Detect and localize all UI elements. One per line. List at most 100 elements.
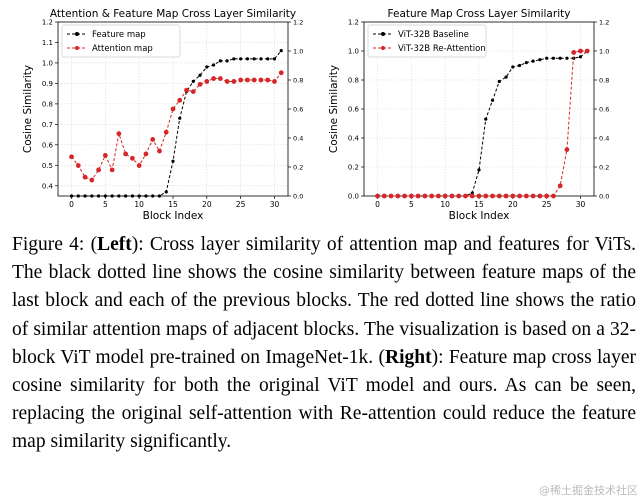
y-tick-label: 0.8	[42, 100, 53, 108]
series-line-1	[71, 50, 282, 197]
data-point	[163, 129, 169, 135]
data-point	[96, 167, 101, 173]
caption-label: Figure 4: (	[12, 234, 98, 255]
data-point	[496, 193, 502, 199]
x-tick-label: 25	[542, 200, 552, 209]
legend-label: Attention map	[92, 44, 153, 54]
legend-label: ViT-32B Baseline	[398, 30, 469, 40]
data-point	[557, 183, 563, 189]
data-point	[204, 79, 210, 84]
data-point	[265, 77, 271, 83]
data-point	[224, 79, 230, 84]
data-point	[102, 153, 108, 158]
y-axis-label: Cosine Similarity	[328, 65, 340, 153]
data-point	[469, 193, 475, 199]
x-tick-label: 5	[409, 200, 414, 209]
y-tick-label: 0.4	[42, 182, 54, 190]
data-point	[76, 194, 80, 198]
data-point	[571, 50, 577, 55]
data-point	[504, 75, 508, 79]
data-point	[584, 48, 590, 54]
data-point	[211, 76, 216, 81]
data-point	[272, 57, 277, 61]
data-point	[198, 73, 202, 77]
data-point	[565, 56, 569, 60]
data-point	[252, 57, 256, 61]
data-point	[483, 193, 489, 199]
y-tick-label: 0.2	[348, 164, 359, 172]
x-tick-label: 30	[576, 200, 586, 209]
data-point	[184, 87, 189, 93]
data-point	[82, 174, 88, 180]
data-point	[103, 194, 107, 198]
data-point	[144, 194, 148, 198]
data-point	[69, 194, 74, 198]
data-point	[429, 193, 435, 199]
chart-1: 0 5 10 15 20 25 30 0.4 0.5 0.6 0.7 0.8 0.9 1.0 1.1 1.2 0…	[22, 8, 303, 222]
data-point	[524, 61, 528, 65]
chart-title: Feature Map Cross Layer Similarity	[388, 8, 571, 20]
data-point	[251, 77, 257, 83]
data-point	[517, 63, 522, 68]
data-point	[436, 193, 441, 199]
watermark: @稀土掘金技术社区	[539, 484, 638, 497]
data-point	[578, 55, 583, 59]
chart-title: Attention & Feature Map Cross Layer Simi…	[50, 8, 296, 20]
y-tick-label: 1.2	[348, 19, 359, 27]
y-tick-label: 0.5	[42, 162, 53, 170]
y-right-tick-label: 1.2	[599, 19, 609, 27]
data-point	[523, 193, 529, 199]
legend-box	[367, 24, 487, 58]
series-line-2	[71, 72, 282, 181]
x-tick-label: 15	[168, 200, 178, 209]
data-point	[124, 194, 128, 198]
data-point	[578, 48, 583, 54]
data-point	[75, 163, 81, 168]
data-point	[545, 56, 549, 60]
data-point	[239, 57, 243, 61]
data-point	[90, 194, 94, 198]
y-tick-label: 0.8	[348, 77, 359, 85]
data-point	[211, 63, 216, 67]
caption-left-word: Left	[97, 234, 132, 255]
data-point	[157, 194, 162, 198]
data-point	[415, 193, 421, 199]
data-point	[96, 194, 101, 198]
data-point	[266, 57, 270, 61]
x-tick-label: 0	[375, 200, 380, 209]
data-point	[537, 193, 543, 199]
data-point	[136, 163, 142, 168]
data-point	[517, 193, 522, 199]
x-tick-label: 20	[508, 200, 518, 209]
y-right-tick-label: 0.8	[599, 77, 609, 85]
y-right-tick-label: 0.6	[293, 106, 303, 114]
data-point	[449, 193, 455, 199]
data-point	[232, 57, 236, 61]
data-point	[490, 98, 495, 102]
y-right-tick-label: 0.0	[599, 193, 609, 201]
data-point	[245, 57, 250, 61]
data-point	[388, 193, 394, 199]
x-tick-label: 20	[202, 200, 212, 209]
data-point	[510, 193, 516, 199]
y-right-tick-label: 0.2	[293, 164, 303, 172]
data-point	[190, 89, 196, 94]
x-tick-label: 25	[236, 200, 246, 209]
data-point	[456, 193, 462, 199]
y-axis-label: Cosine Similarity	[22, 65, 34, 153]
data-point	[402, 193, 407, 199]
x-tick-label: 5	[103, 200, 108, 209]
data-point	[381, 193, 387, 199]
data-point	[279, 49, 283, 53]
data-point	[503, 193, 509, 199]
y-tick-label: 1.0	[42, 59, 53, 67]
legend-marker	[381, 46, 385, 50]
y-right-tick-label: 0.2	[599, 164, 609, 172]
data-point	[178, 116, 182, 120]
legend-label: ViT-32B Re-Attention	[398, 44, 486, 54]
data-point	[558, 56, 562, 60]
data-point	[278, 70, 284, 76]
data-point	[83, 194, 87, 198]
data-point	[422, 193, 428, 199]
